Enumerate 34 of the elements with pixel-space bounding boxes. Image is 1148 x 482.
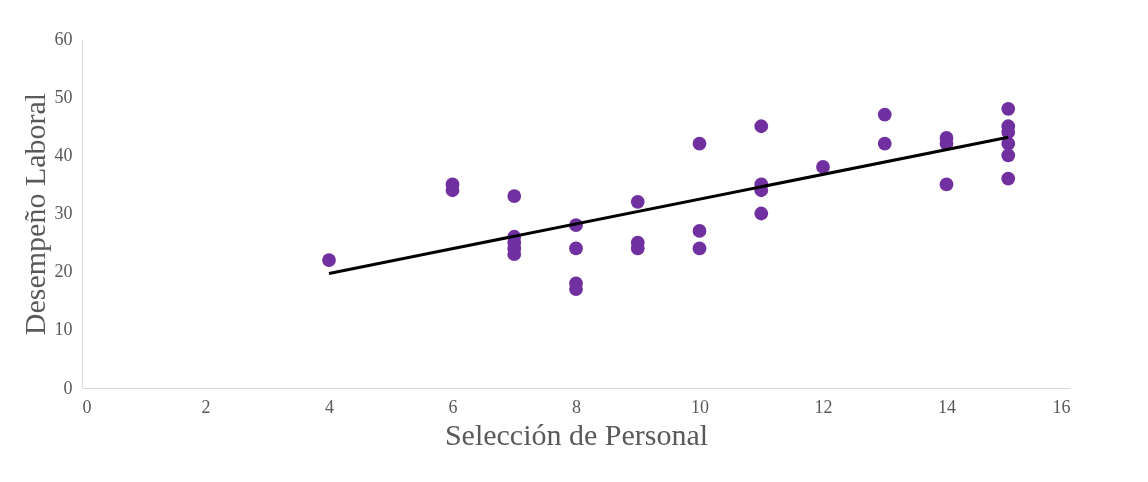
point <box>939 177 954 192</box>
point <box>692 241 707 256</box>
x-tick-label: 12 <box>814 396 833 417</box>
point <box>692 224 707 238</box>
x-tick-label: 10 <box>691 396 709 417</box>
point <box>816 160 830 174</box>
x-tick-label: 4 <box>325 396 334 417</box>
point <box>877 136 892 151</box>
x-tick-label: 0 <box>82 396 92 417</box>
x-tick-label: 2 <box>201 396 211 417</box>
x-axis-title: Selección de Personal <box>444 417 709 451</box>
point <box>1001 101 1016 116</box>
y-tick-label: 30 <box>54 203 73 223</box>
point <box>1001 171 1016 186</box>
point <box>1001 148 1016 163</box>
point <box>630 194 645 209</box>
x-tick-label: 16 <box>1052 396 1071 417</box>
x-tick-label: 14 <box>938 396 956 417</box>
y-tick-label: 0 <box>63 377 73 398</box>
x-tick-label: 6 <box>448 396 458 417</box>
point <box>322 253 336 267</box>
y-tick-label: 10 <box>54 319 73 340</box>
point <box>754 206 769 221</box>
point <box>754 119 769 134</box>
point <box>877 107 892 122</box>
point <box>569 241 583 256</box>
y-tick-label: 40 <box>54 144 73 165</box>
y-axis-title: Desempeño Laboral <box>17 92 51 336</box>
y-tick-label: 50 <box>54 86 73 107</box>
x-tick-label: 8 <box>572 396 581 417</box>
point <box>692 136 707 151</box>
y-tick-label: 60 <box>54 28 73 49</box>
point <box>507 189 522 203</box>
y-tick-label: 20 <box>54 261 73 282</box>
